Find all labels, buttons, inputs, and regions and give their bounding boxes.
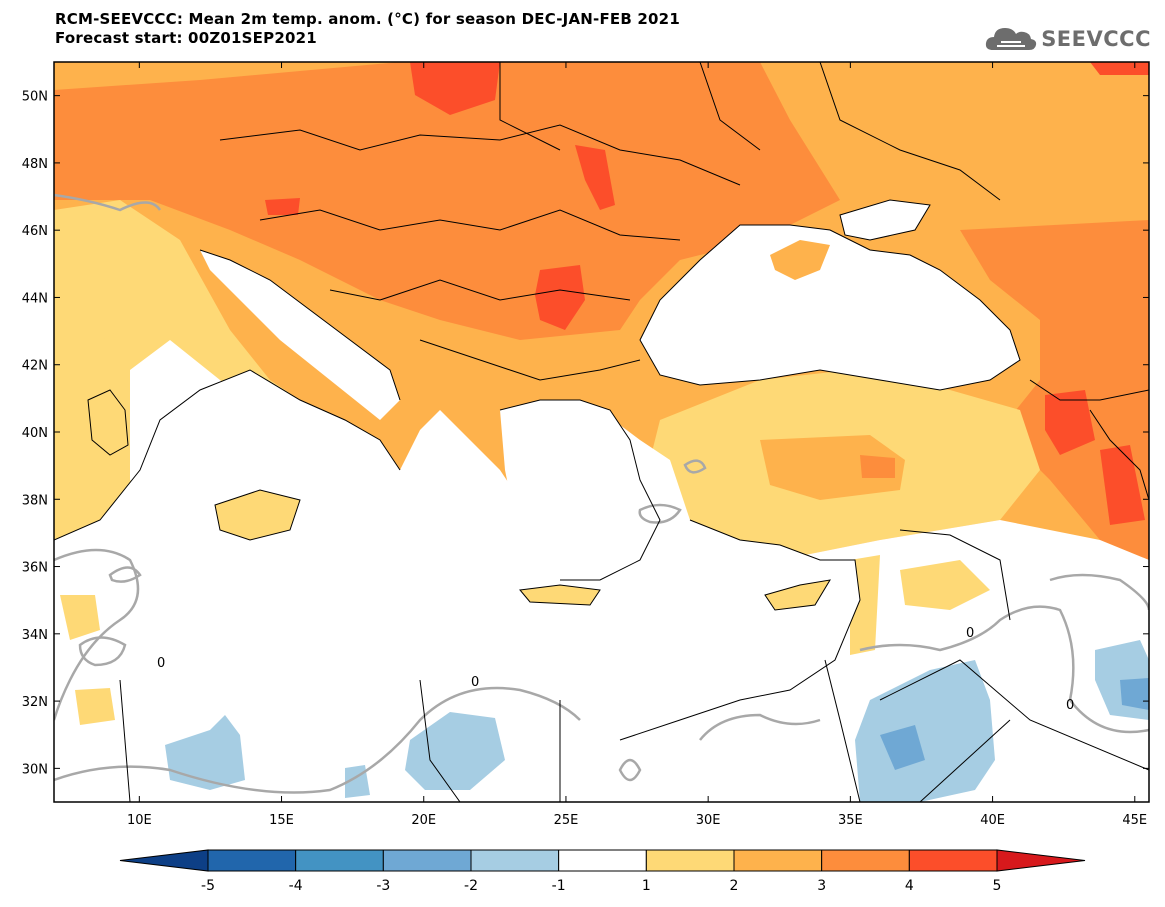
lat-tick-label: 38N <box>22 493 48 508</box>
anomaly-field-2-3-anatolia <box>760 435 905 500</box>
lat-tick-label: 42N <box>22 359 48 374</box>
lat-tick-label: 46N <box>22 224 48 239</box>
latitude-axis: 50N 48N 46N 44N 42N 40N 38N 36N 34N 32N 30N <box>22 90 1149 777</box>
colorbar-box <box>470 849 560 872</box>
black-sea <box>640 225 1020 390</box>
cyprus <box>765 580 830 610</box>
contour-label: 0 <box>1066 698 1074 713</box>
contour-label: 0 <box>157 656 165 671</box>
cloud-icon <box>986 28 1037 50</box>
colorbar-box <box>821 849 910 872</box>
lon-tick-label: 20E <box>411 813 436 828</box>
anomaly-field-3-4-east <box>960 220 1149 560</box>
colorbar: -5 -4 -3 -2 -1 1 2 3 4 5 <box>119 849 1086 894</box>
anomaly-field-4-5 <box>265 198 300 215</box>
colorbar-box <box>558 849 647 872</box>
lon-tick-label: 35E <box>838 813 863 828</box>
colorbar-label: 1 <box>642 878 651 894</box>
lat-tick-label: 50N <box>22 90 48 105</box>
colorbar-label: -3 <box>376 878 390 894</box>
colorbar-box <box>733 849 823 872</box>
contour-label: 0 <box>471 675 479 690</box>
corsica <box>102 330 126 380</box>
lon-tick-label: 30E <box>696 813 721 828</box>
map-title: RCM-SEEVCCC: Mean 2m temp. anom. (°C) fo… <box>55 10 680 28</box>
zero-contours <box>54 193 1149 794</box>
longitude-axis: 10E 15E 20E 25E 30E 35E 40E 45E <box>127 62 1147 828</box>
lon-tick-label: 40E <box>980 813 1005 828</box>
lat-tick-label: 48N <box>22 157 48 172</box>
anomaly-field-4-5 <box>1045 390 1095 455</box>
lat-tick-label: 36N <box>22 561 48 576</box>
lat-tick-label: 44N <box>22 291 48 306</box>
anomaly-field-1-2 <box>75 688 115 725</box>
colorbar-box <box>295 849 384 872</box>
tyrrhenian-sea <box>130 340 310 520</box>
anomaly-field-neg2-neg3 <box>880 725 925 770</box>
lon-tick-label: 45E <box>1122 813 1147 828</box>
colorbar-label: -2 <box>464 878 478 894</box>
lon-tick-label: 10E <box>127 813 152 828</box>
anomaly-field-3-4 <box>860 455 895 478</box>
seevccc-logo: SEEVCCC <box>985 22 1151 56</box>
anomaly-field-4-5 <box>410 62 500 115</box>
country-borders <box>54 62 1149 802</box>
sea-of-azov <box>840 200 930 240</box>
anomaly-field-4-5 <box>575 145 615 210</box>
anomaly-field-neg1-neg2 <box>405 712 505 790</box>
crete <box>520 585 600 605</box>
lon-tick-label: 25E <box>554 813 579 828</box>
map-plot-area <box>54 62 1149 802</box>
logo-text: SEEVCCC <box>1041 27 1151 51</box>
adriatic-sea <box>200 250 400 420</box>
colorbar-box <box>645 849 735 872</box>
anomaly-field-1-2 <box>60 595 100 640</box>
lat-tick-label: 30N <box>22 762 48 777</box>
anomaly-field-1-2 <box>900 560 990 610</box>
aegean-sea <box>500 400 660 580</box>
colorbar-label: -1 <box>552 878 566 894</box>
colorbar-label: 2 <box>730 878 739 894</box>
crimea-land <box>770 240 830 280</box>
colorbar-label: 5 <box>993 878 1002 894</box>
contour-label: 0 <box>966 626 974 641</box>
lat-tick-label: 40N <box>22 426 48 441</box>
colorbar-extend-low <box>119 849 209 872</box>
anomaly-field-4-5 <box>1090 62 1149 75</box>
anomaly-field-neg2-neg3 <box>1120 678 1149 710</box>
lat-tick-label: 32N <box>22 695 48 710</box>
colorbar-extend-high <box>996 849 1086 872</box>
sardinia <box>88 390 128 455</box>
colorbar-box <box>382 849 472 872</box>
colorbar-label: -5 <box>201 878 215 894</box>
lon-tick-label: 15E <box>269 813 294 828</box>
colorbar-label: 3 <box>817 878 826 894</box>
anomaly-field-neg1-neg2 <box>165 715 245 790</box>
colorbar-label: 4 <box>905 878 914 894</box>
colorbar-label: -4 <box>289 878 303 894</box>
colorbar-box <box>207 849 297 872</box>
anomaly-field-4-5 <box>535 265 585 330</box>
forecast-start-label: Forecast start: 00Z01SEP2021 <box>55 29 317 47</box>
lat-tick-label: 34N <box>22 628 48 643</box>
colorbar-box <box>908 849 998 872</box>
anomaly-field-3-4 <box>54 62 840 340</box>
sicily <box>215 490 300 540</box>
anomaly-field-4-5 <box>1100 445 1145 525</box>
